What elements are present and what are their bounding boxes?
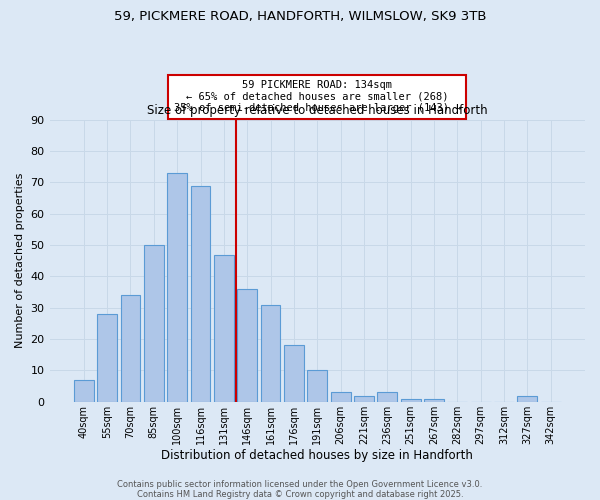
Bar — [238, 289, 257, 402]
Bar — [331, 392, 350, 402]
Bar — [191, 186, 211, 402]
Bar — [144, 245, 164, 402]
Bar — [377, 392, 397, 402]
Text: Contains HM Land Registry data © Crown copyright and database right 2025.: Contains HM Land Registry data © Crown c… — [137, 490, 463, 499]
Bar — [260, 304, 280, 402]
Bar — [517, 396, 538, 402]
Bar — [74, 380, 94, 402]
Text: 59 PICKMERE ROAD: 134sqm
← 65% of detached houses are smaller (268)
35% of semi-: 59 PICKMERE ROAD: 134sqm ← 65% of detach… — [173, 80, 461, 114]
Bar — [97, 314, 117, 402]
X-axis label: Distribution of detached houses by size in Handforth: Distribution of detached houses by size … — [161, 450, 473, 462]
Bar — [167, 173, 187, 402]
Bar — [354, 396, 374, 402]
Text: Contains public sector information licensed under the Open Government Licence v3: Contains public sector information licen… — [118, 480, 482, 489]
Bar — [307, 370, 327, 402]
Bar — [424, 398, 444, 402]
Bar — [284, 346, 304, 402]
Bar — [401, 398, 421, 402]
Bar — [121, 295, 140, 402]
Title: Size of property relative to detached houses in Handforth: Size of property relative to detached ho… — [147, 104, 488, 117]
Text: 59, PICKMERE ROAD, HANDFORTH, WILMSLOW, SK9 3TB: 59, PICKMERE ROAD, HANDFORTH, WILMSLOW, … — [114, 10, 486, 23]
Y-axis label: Number of detached properties: Number of detached properties — [15, 173, 25, 348]
Bar — [214, 254, 234, 402]
